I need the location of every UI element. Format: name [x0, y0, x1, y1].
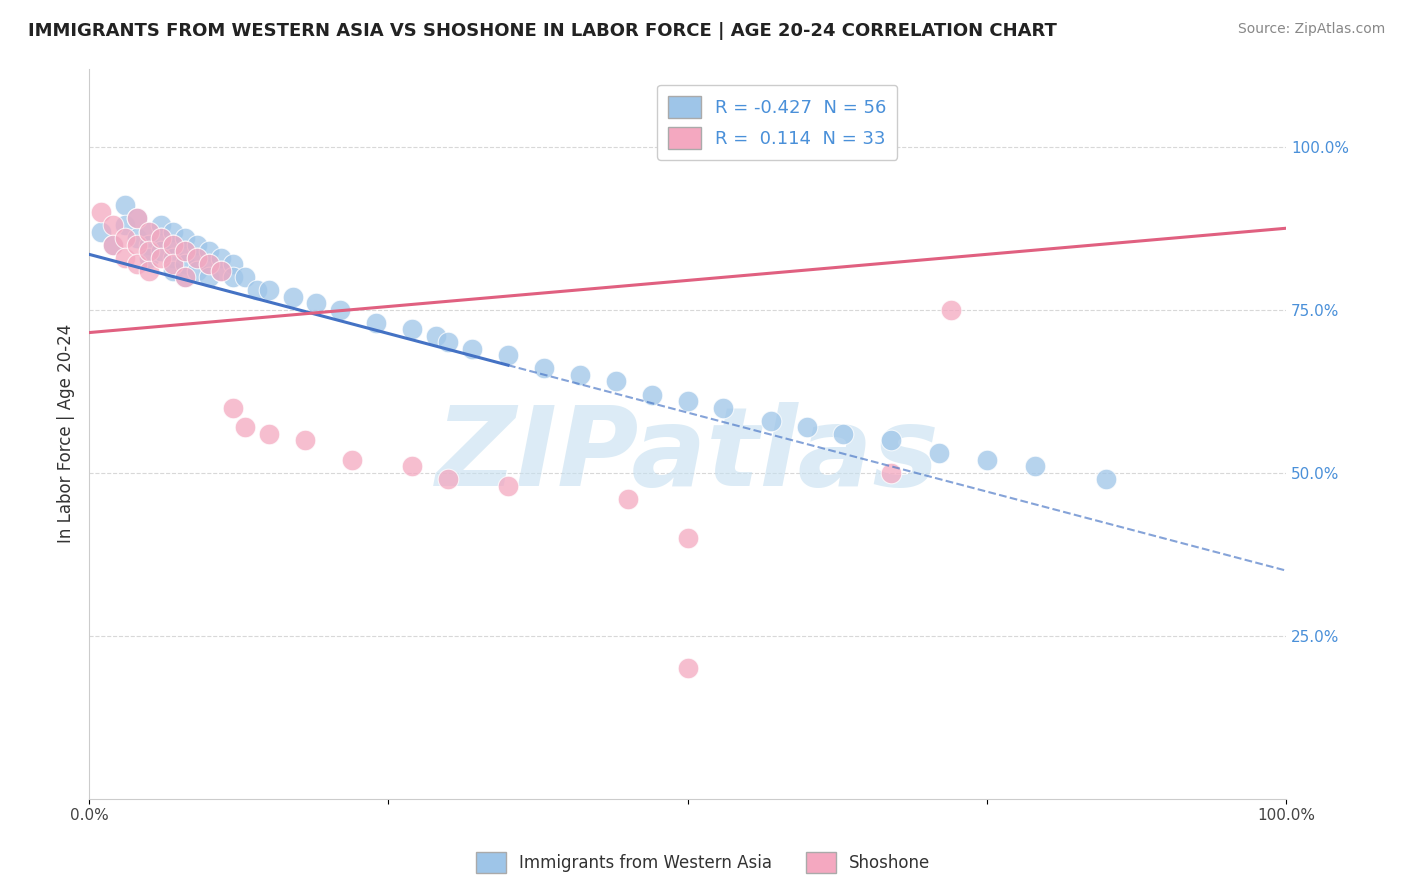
Point [125, 231, 148, 245]
Point [125, 211, 148, 226]
Point [676, 394, 699, 409]
Legend: R = -0.427  N = 56, R =  0.114  N = 33: R = -0.427 N = 56, R = 0.114 N = 33 [657, 85, 897, 160]
Point [186, 251, 208, 265]
Point [461, 342, 484, 356]
Point [329, 302, 352, 317]
Point [832, 426, 855, 441]
Point [149, 244, 172, 258]
Point [149, 251, 172, 265]
Point [149, 231, 172, 245]
Text: Source: ZipAtlas.com: Source: ZipAtlas.com [1237, 22, 1385, 37]
Point [138, 225, 160, 239]
Point [209, 263, 232, 277]
Point [568, 368, 591, 382]
Point [401, 459, 423, 474]
Point [90, 225, 112, 239]
Point [401, 322, 423, 336]
Point [186, 237, 208, 252]
Point [222, 257, 245, 271]
Point [138, 225, 160, 239]
Point [257, 283, 280, 297]
Point [173, 270, 195, 285]
Point [437, 472, 460, 486]
Point [186, 251, 208, 265]
Y-axis label: In Labor Force | Age 20-24: In Labor Force | Age 20-24 [58, 324, 75, 543]
Point [233, 270, 256, 285]
Point [101, 237, 124, 252]
Point [880, 433, 903, 447]
Point [173, 270, 195, 285]
Point [162, 257, 184, 271]
Point [101, 237, 124, 252]
Point [342, 452, 364, 467]
Point [114, 251, 136, 265]
Point [209, 251, 232, 265]
Point [114, 198, 136, 212]
Point [162, 237, 184, 252]
Point [305, 296, 328, 310]
Point [880, 466, 903, 480]
Point [162, 225, 184, 239]
Point [149, 231, 172, 245]
Point [676, 661, 699, 675]
Point [1024, 459, 1046, 474]
Point [186, 263, 208, 277]
Point [162, 263, 184, 277]
Point [209, 263, 232, 277]
Point [928, 446, 950, 460]
Point [761, 414, 783, 428]
Point [90, 205, 112, 219]
Point [233, 420, 256, 434]
Point [125, 211, 148, 226]
Point [197, 257, 219, 271]
Point [138, 251, 160, 265]
Point [173, 231, 195, 245]
Point [616, 491, 638, 506]
Point [125, 257, 148, 271]
Point [114, 231, 136, 245]
Legend: Immigrants from Western Asia, Shoshone: Immigrants from Western Asia, Shoshone [470, 846, 936, 880]
Point [294, 433, 316, 447]
Point [222, 270, 245, 285]
Point [257, 426, 280, 441]
Point [149, 218, 172, 232]
Point [496, 348, 519, 362]
Point [976, 452, 998, 467]
Point [676, 531, 699, 545]
Text: IMMIGRANTS FROM WESTERN ASIA VS SHOSHONE IN LABOR FORCE | AGE 20-24 CORRELATION : IMMIGRANTS FROM WESTERN ASIA VS SHOSHONE… [28, 22, 1057, 40]
Point [173, 244, 195, 258]
Point [162, 251, 184, 265]
Point [425, 329, 447, 343]
Point [114, 218, 136, 232]
Point [197, 244, 219, 258]
Point [125, 237, 148, 252]
Point [796, 420, 818, 434]
Point [496, 479, 519, 493]
Point [713, 401, 735, 415]
Point [605, 375, 627, 389]
Point [197, 257, 219, 271]
Point [640, 387, 662, 401]
Point [138, 244, 160, 258]
Point [197, 270, 219, 285]
Point [173, 244, 195, 258]
Point [533, 361, 555, 376]
Point [138, 263, 160, 277]
Point [281, 290, 304, 304]
Point [246, 283, 269, 297]
Point [437, 335, 460, 350]
Point [222, 401, 245, 415]
Point [173, 257, 195, 271]
Point [366, 316, 388, 330]
Point [138, 237, 160, 252]
Point [939, 302, 962, 317]
Text: ZIPatlas: ZIPatlas [436, 402, 939, 509]
Point [162, 237, 184, 252]
Point [1095, 472, 1118, 486]
Point [101, 218, 124, 232]
